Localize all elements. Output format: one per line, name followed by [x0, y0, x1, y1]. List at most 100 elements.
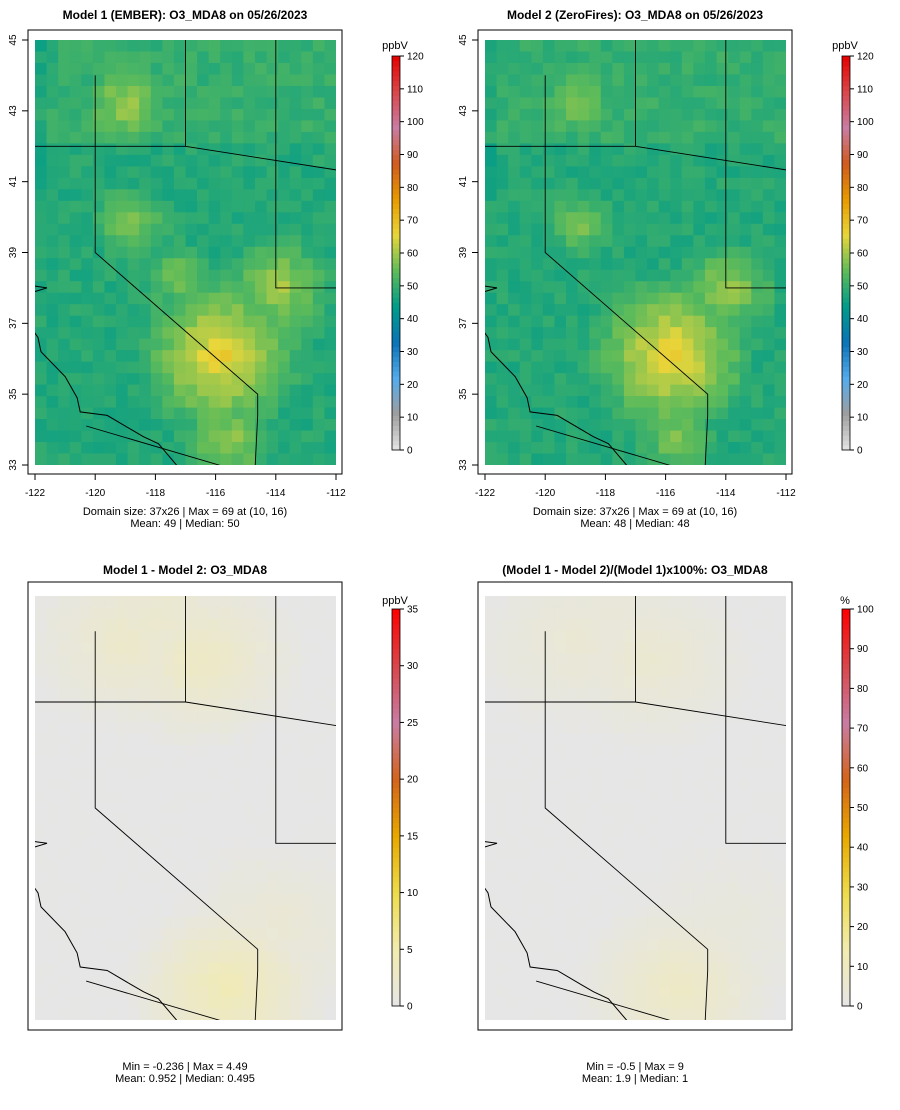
heatmap-cell — [554, 327, 567, 340]
y-tick-label: 37 — [8, 317, 19, 329]
heatmap-cell — [104, 607, 117, 620]
heatmap-cell — [92, 40, 106, 53]
heatmap-cell — [589, 51, 602, 64]
heatmap-cell — [58, 997, 71, 1010]
heatmap-cell — [197, 974, 210, 987]
heatmap-cell — [243, 189, 256, 202]
heatmap-cell — [312, 97, 326, 110]
heatmap-cell — [150, 85, 163, 99]
heatmap-cell — [58, 246, 71, 259]
heatmap-cell — [519, 676, 532, 689]
heatmap-cell — [139, 338, 152, 351]
heatmap-cell — [716, 166, 729, 179]
heatmap-cell — [739, 281, 752, 294]
heatmap-cell — [728, 212, 741, 225]
legend-swatch — [842, 100, 850, 106]
heatmap-cell — [716, 327, 729, 340]
heatmap-cell — [104, 338, 117, 351]
legend-swatch — [392, 129, 400, 136]
heatmap-cell — [197, 108, 210, 122]
heatmap-cell — [46, 871, 59, 884]
heatmap-cell — [496, 396, 509, 409]
heatmap-cell — [739, 246, 752, 259]
heatmap-cell — [116, 618, 129, 631]
heatmap-cell — [104, 744, 117, 758]
heatmap-cell — [266, 223, 279, 236]
heatmap-cell — [728, 419, 741, 432]
heatmap-cell — [312, 607, 326, 620]
heatmap-cell — [496, 653, 509, 666]
heatmap-cell — [508, 939, 521, 952]
heatmap-cell — [554, 825, 567, 838]
heatmap-cell — [542, 928, 556, 941]
heatmap-cell — [162, 166, 175, 179]
heatmap-cell — [728, 131, 741, 144]
heatmap-cell — [716, 928, 729, 941]
heatmap-cell — [139, 618, 152, 631]
heatmap-cell — [208, 40, 221, 53]
heatmap-cell — [751, 373, 764, 386]
heatmap-cell — [81, 962, 94, 975]
heatmap-cell — [92, 1008, 106, 1020]
heatmap-cell — [46, 85, 59, 99]
heatmap-cell — [92, 108, 106, 122]
heatmap-cell — [173, 848, 187, 861]
heatmap-cell — [92, 871, 106, 884]
heatmap-cell — [197, 258, 210, 271]
heatmap-cell — [185, 744, 198, 758]
heatmap-cell — [254, 430, 268, 443]
heatmap-cell — [716, 825, 729, 838]
heatmap-cell — [485, 292, 498, 305]
heatmap-cell — [150, 893, 163, 907]
heatmap-cell — [531, 893, 544, 907]
heatmap-cell — [197, 733, 210, 746]
heatmap-cell — [139, 997, 152, 1010]
heatmap-cell — [46, 350, 59, 363]
heatmap-cell — [150, 419, 163, 432]
heatmap-cell — [289, 836, 302, 849]
heatmap-cell — [69, 722, 82, 735]
heatmap-cell — [762, 235, 776, 248]
heatmap-cell — [728, 166, 741, 179]
heatmap-cell — [266, 733, 279, 746]
heatmap-cell — [116, 951, 129, 964]
heatmap-cell — [508, 744, 521, 758]
heatmap-cell — [623, 62, 637, 76]
heatmap-cell — [173, 350, 187, 363]
heatmap-cell — [704, 767, 718, 780]
heatmap-cell — [658, 120, 671, 133]
heatmap-cell — [116, 407, 129, 420]
heatmap-cell — [704, 790, 718, 803]
heatmap-cell — [278, 258, 291, 271]
heatmap-cell — [278, 74, 291, 87]
heatmap-cell — [531, 212, 544, 225]
heatmap-cell — [243, 802, 256, 815]
heatmap-cell — [647, 384, 660, 397]
heatmap-cell — [254, 825, 268, 838]
heatmap-cell — [243, 882, 256, 895]
heatmap-cell — [577, 430, 590, 443]
heatmap-cell — [301, 722, 314, 735]
heatmap-cell — [774, 200, 786, 213]
heatmap-cell — [46, 373, 59, 386]
heatmap-cell — [312, 177, 326, 190]
heatmap-cell — [658, 292, 671, 305]
heatmap-cell — [589, 790, 602, 803]
heatmap-cell — [542, 97, 556, 110]
heatmap-cell — [531, 825, 544, 838]
heatmap-cell — [554, 653, 567, 666]
heatmap-cell — [243, 200, 256, 213]
heatmap-cell — [81, 189, 94, 202]
heatmap-cell — [127, 304, 140, 317]
legend-swatch — [392, 174, 400, 180]
heatmap-cell — [278, 756, 291, 769]
legend-swatch — [392, 807, 400, 813]
heatmap-cell — [485, 722, 498, 735]
heatmap-cell — [69, 419, 82, 432]
heatmap-cell — [716, 767, 729, 780]
heatmap-cell — [312, 618, 326, 631]
heatmap-cell — [46, 905, 59, 918]
heatmap-cell — [301, 653, 314, 666]
heatmap-cell — [693, 51, 706, 64]
heatmap-cell — [589, 653, 602, 666]
